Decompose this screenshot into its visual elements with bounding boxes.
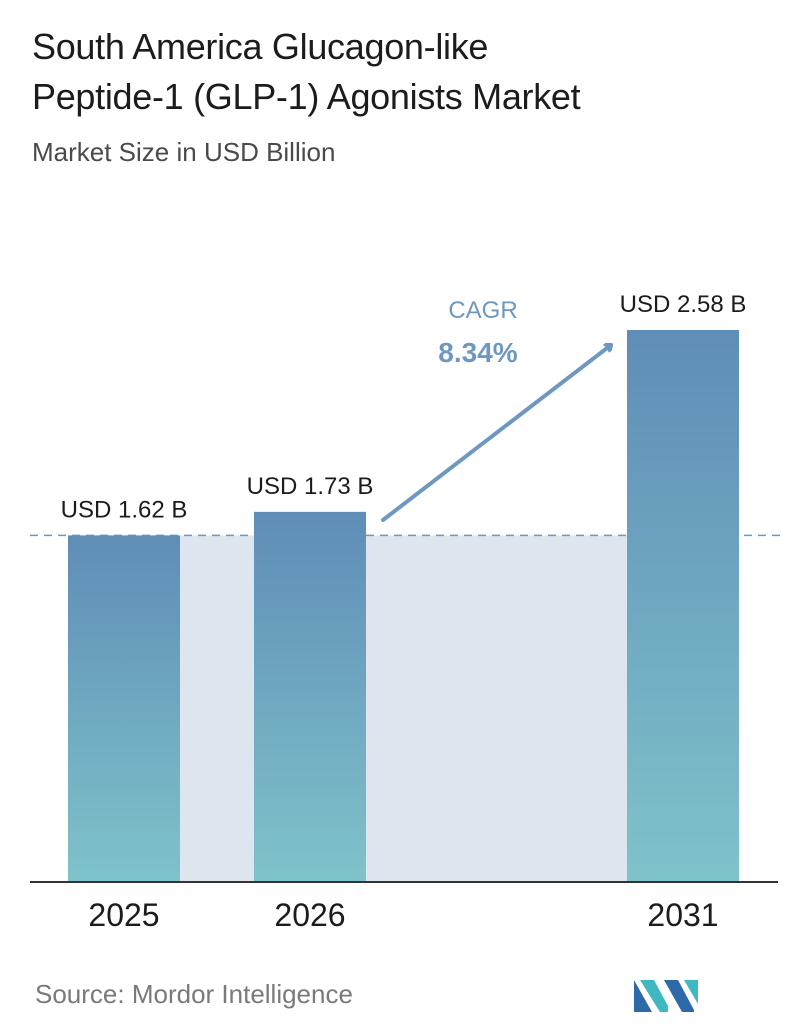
cagr-label: CAGR xyxy=(448,297,517,324)
chart-title: South America Glucagon-like Peptide-1 (G… xyxy=(32,22,772,122)
labels-layer: USD 1.62 B 2025 USD 1.73 B 2026 USD 2.58 B 20… xyxy=(30,291,778,933)
source-note: Source: Mordor Intelligence xyxy=(35,979,353,1009)
data-label-2026: USD 1.73 B xyxy=(247,473,374,500)
x-tick-label-2031: 2031 xyxy=(647,897,718,933)
bar-2026 xyxy=(254,511,366,882)
data-label-2025: USD 1.62 B xyxy=(61,496,188,523)
chart-title-line-1: South America Glucagon-like xyxy=(32,26,489,67)
x-tick-label-2025: 2025 xyxy=(88,897,159,933)
chart-title-line-2: Peptide-1 (GLP-1) Agonists Market xyxy=(32,76,581,117)
bar-chart: USD 1.62 B 2025 USD 1.73 B 2026 USD 2.58 B 20… xyxy=(30,291,780,933)
cagr-value: 8.34% xyxy=(438,337,517,368)
bar-2031 xyxy=(627,330,739,882)
chart-subtitle: Market Size in USD Billion xyxy=(32,137,336,167)
mordor-intelligence-logo-icon xyxy=(634,980,698,1012)
x-tick-label-2026: 2026 xyxy=(274,897,345,933)
cagr-arrow xyxy=(381,345,613,522)
bars-layer xyxy=(68,330,739,882)
cagr-annotation: CAGR 8.34% xyxy=(381,297,613,522)
data-label-2031: USD 2.58 B xyxy=(620,291,747,318)
bar-2025 xyxy=(68,535,180,882)
